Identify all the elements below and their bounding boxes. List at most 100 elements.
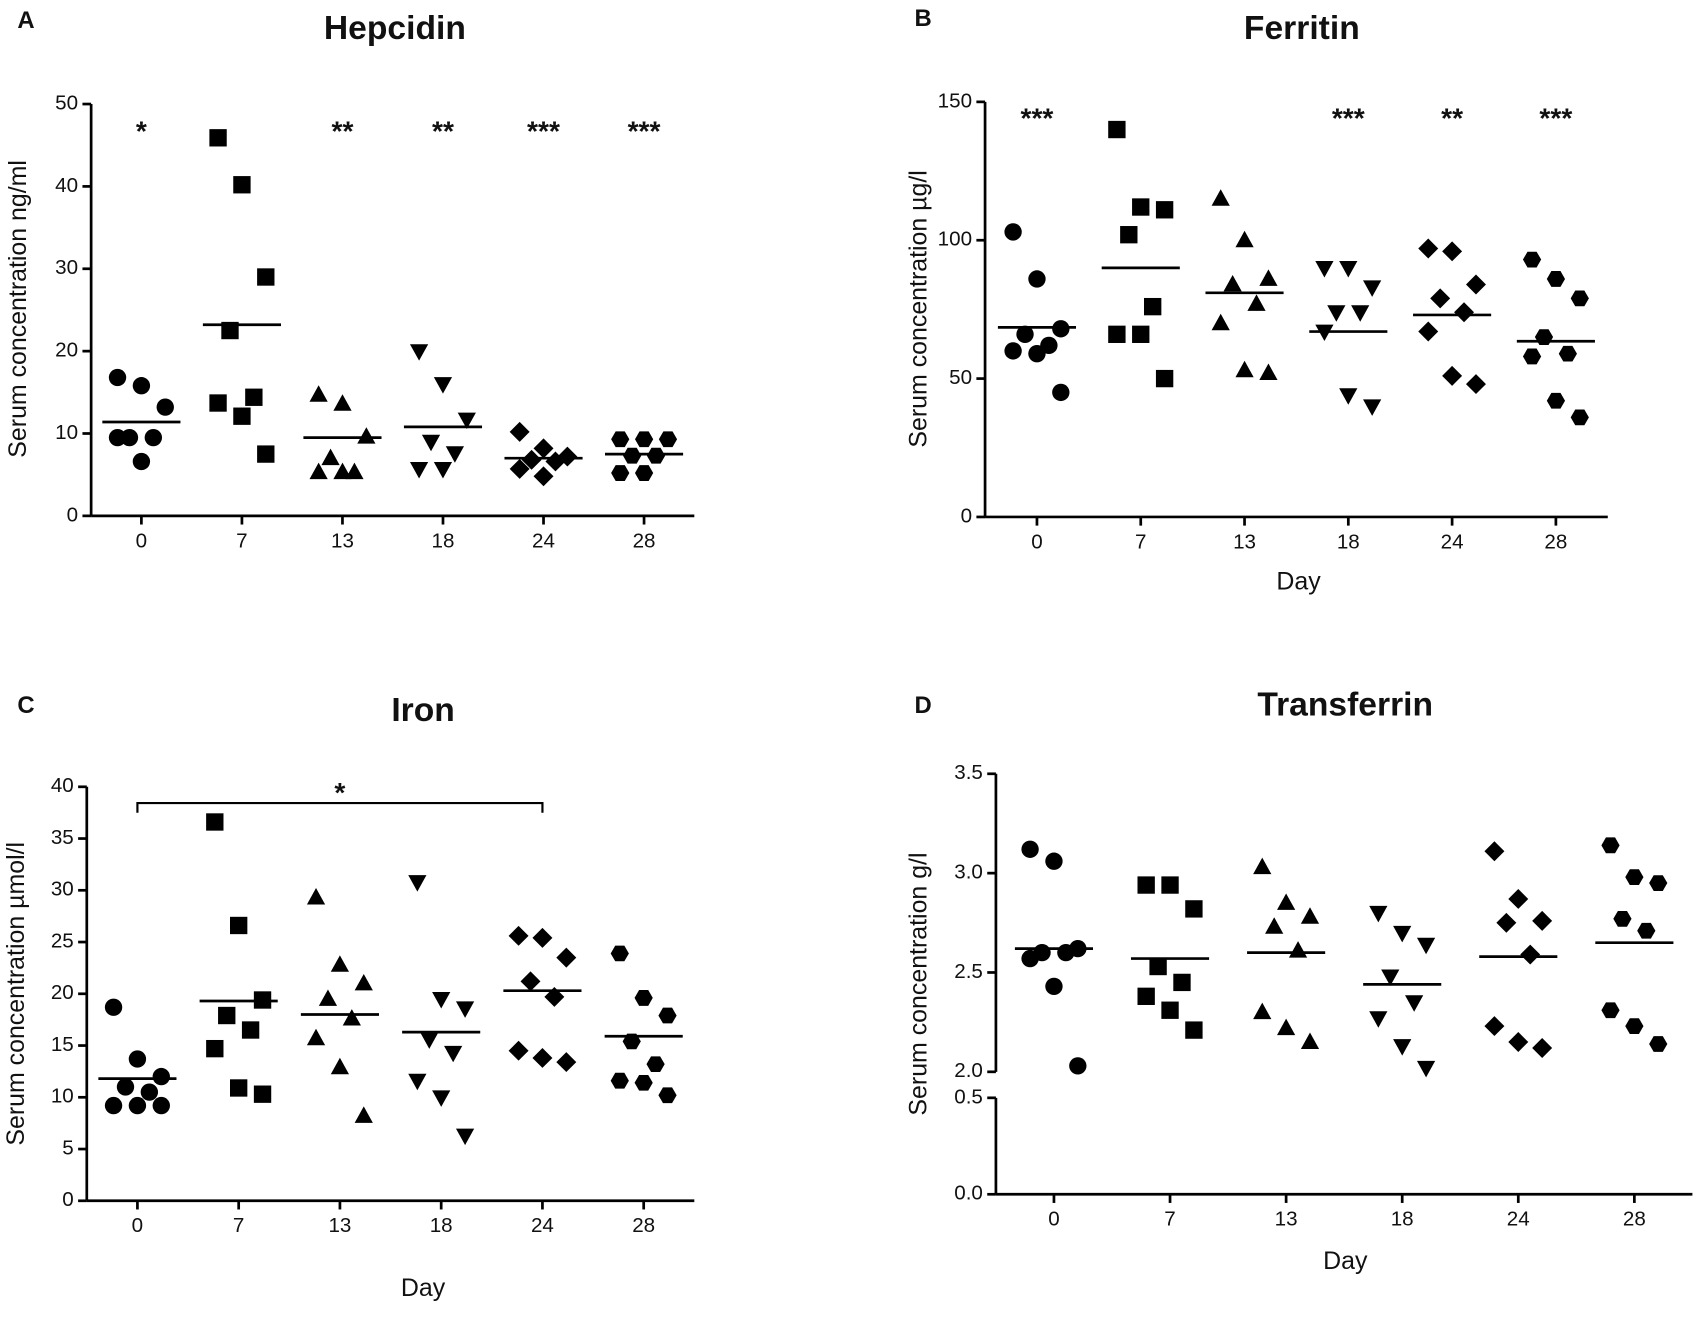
data-point — [1442, 241, 1463, 262]
data-point — [333, 462, 352, 480]
data-point — [1137, 987, 1155, 1005]
significance: ** — [1441, 102, 1463, 134]
data-point — [116, 1078, 135, 1096]
data-point — [1546, 392, 1566, 409]
data-point — [357, 427, 376, 444]
data-point — [1570, 409, 1589, 426]
significance: ** — [331, 115, 353, 147]
data-point — [1418, 238, 1439, 259]
x-tick-label: 13 — [1233, 530, 1256, 553]
y-tick-label: 100 — [938, 228, 972, 251]
data-point — [1520, 944, 1541, 965]
data-point — [1300, 907, 1320, 924]
data-point — [1369, 1011, 1388, 1028]
data-point — [257, 268, 275, 286]
x-tick-label: 7 — [1135, 530, 1146, 553]
data-point — [658, 1087, 677, 1104]
data-point — [1120, 226, 1138, 244]
data-point — [1327, 305, 1346, 322]
data-point — [1637, 922, 1656, 939]
x-axis-label: Day — [1276, 568, 1321, 596]
data-point — [209, 394, 227, 412]
data-point — [1601, 837, 1620, 854]
y-axis-label: Serum concentration g/l — [905, 853, 933, 1116]
chart-title: Iron — [391, 692, 455, 729]
data-point — [1028, 345, 1046, 363]
data-point — [457, 412, 476, 430]
x-tick-label: 0 — [1048, 1208, 1059, 1231]
y-tick-label: 2.0 — [954, 1059, 983, 1082]
data-point — [144, 428, 163, 447]
data-point — [1259, 363, 1278, 380]
data-point — [1465, 374, 1486, 395]
data-point — [1522, 348, 1542, 365]
y-axis-label: Serum concentration µmol/l — [2, 842, 30, 1146]
y-tick-label: 0 — [67, 503, 78, 526]
data-point — [1613, 910, 1632, 927]
data-point — [1418, 321, 1439, 342]
data-point — [1185, 1021, 1203, 1039]
data-point — [509, 421, 530, 442]
data-point — [1649, 1036, 1668, 1052]
y-tick-label: 3.5 — [954, 761, 983, 784]
data-point — [229, 916, 248, 935]
x-tick-label: 13 — [331, 529, 354, 552]
y-axis-label: Serum concentration µg/l — [905, 170, 933, 447]
data-point — [1004, 223, 1022, 241]
data-point — [634, 990, 653, 1006]
panel-label: A — [17, 7, 34, 34]
y-tick-label: 0.5 — [954, 1085, 983, 1108]
data-point — [433, 462, 453, 479]
data-point — [1442, 365, 1463, 386]
data-point — [1259, 269, 1278, 286]
data-point — [342, 1009, 361, 1026]
significance-bracket — [136, 801, 544, 813]
data-point — [1381, 969, 1400, 986]
data-point — [104, 1096, 123, 1115]
data-point — [309, 462, 328, 480]
significance: *** — [1020, 102, 1053, 134]
x-tick-label: 7 — [1164, 1208, 1175, 1231]
data-point — [532, 927, 553, 948]
x-tick-label: 18 — [1391, 1208, 1414, 1231]
data-point — [1132, 198, 1150, 216]
data-point — [1625, 1018, 1644, 1034]
y-tick-label: 0 — [62, 1188, 73, 1211]
data-point — [556, 947, 577, 968]
x-tick-label: 24 — [531, 1214, 554, 1237]
data-point — [432, 1090, 451, 1107]
data-point — [1649, 875, 1668, 891]
data-point — [1363, 280, 1382, 297]
data-point — [634, 1074, 653, 1091]
data-point — [658, 1007, 677, 1024]
data-point — [1601, 1002, 1620, 1019]
data-point — [1484, 841, 1505, 862]
data-point — [1430, 288, 1451, 309]
data-point — [309, 385, 328, 402]
data-point — [1235, 360, 1254, 378]
data-point — [455, 1128, 475, 1146]
data-point — [132, 377, 151, 395]
data-point — [1288, 941, 1308, 958]
y-tick-label: 0.0 — [954, 1182, 983, 1205]
data-point — [1351, 305, 1370, 322]
significance: *** — [527, 115, 560, 147]
x-tick-label: 18 — [1337, 530, 1360, 553]
data-point — [1057, 943, 1075, 962]
y-tick-label: 15 — [51, 1033, 74, 1056]
x-tick-label: 13 — [328, 1214, 351, 1237]
data-point — [108, 428, 127, 447]
y-tick-label: 50 — [55, 91, 78, 114]
significance: * — [334, 776, 345, 808]
data-point — [1534, 329, 1554, 345]
data-point — [1211, 313, 1230, 331]
data-point — [1416, 937, 1436, 955]
x-tick-label: 28 — [1623, 1208, 1646, 1231]
x-tick-label: 24 — [1507, 1208, 1530, 1231]
x-tick-label: 13 — [1275, 1208, 1298, 1231]
chart-title: Hepcidin — [324, 10, 466, 47]
data-point — [1149, 957, 1167, 976]
data-point — [408, 875, 427, 892]
data-point — [1155, 369, 1174, 388]
